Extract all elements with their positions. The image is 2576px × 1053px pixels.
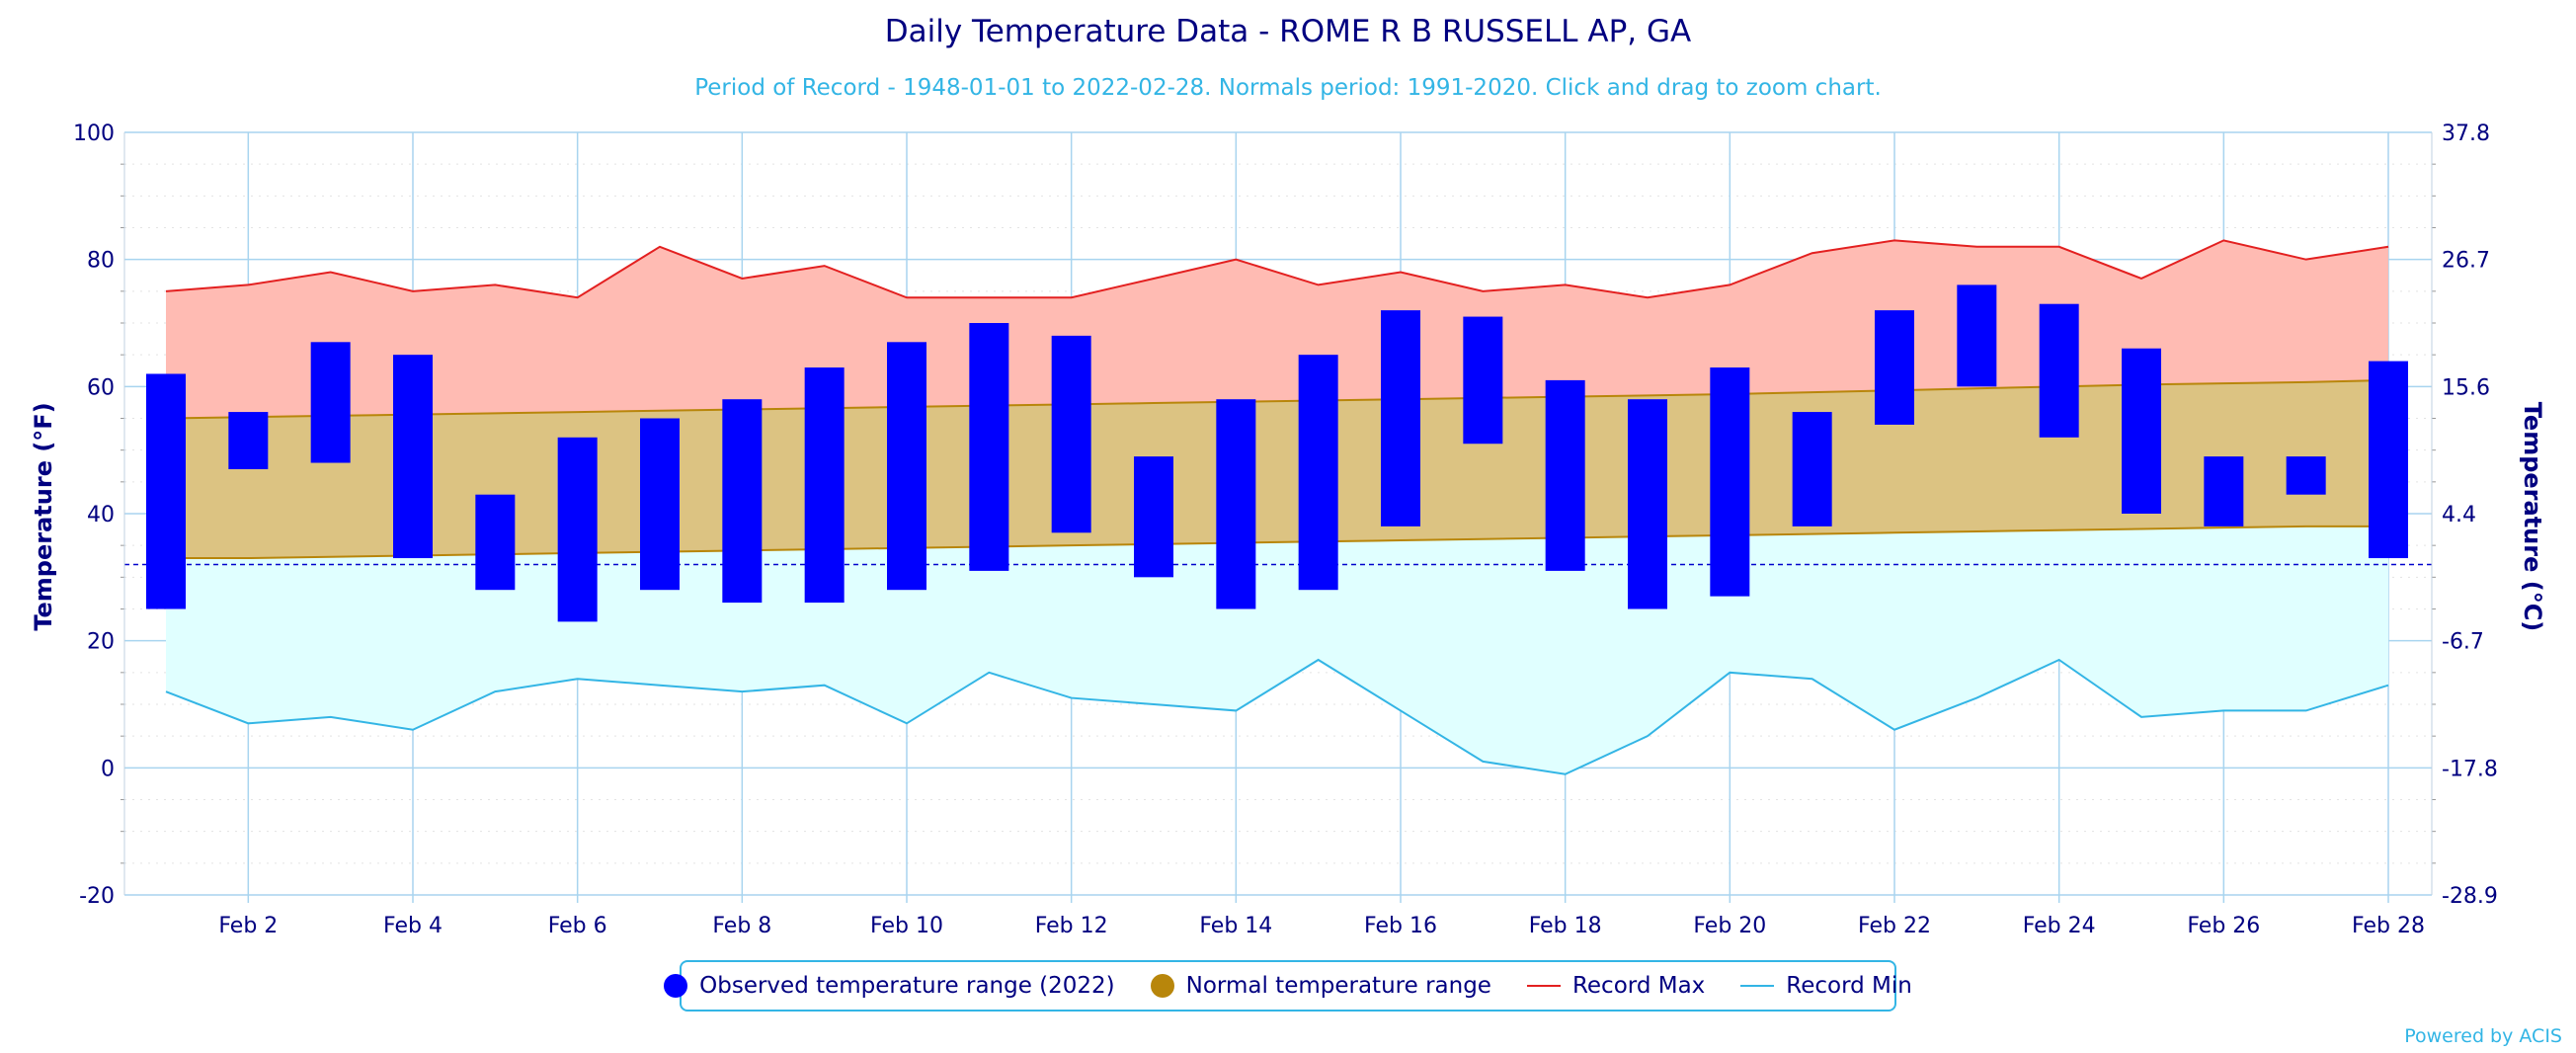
x-tick-label: Feb 18 <box>1529 914 1602 938</box>
observed-range-bar[interactable] <box>1710 367 1750 597</box>
observed-range-bar[interactable] <box>475 494 516 591</box>
record-min-band <box>166 526 2388 774</box>
x-tick-label: Feb 14 <box>1199 914 1272 938</box>
observed-range-bar[interactable] <box>1216 399 1256 609</box>
y-tick-label-right: -28.9 <box>2442 884 2498 909</box>
legend-item-observed[interactable]: Observed temperature range (2022) <box>664 973 1115 999</box>
legend-item-record-max[interactable]: Record Max <box>1526 973 1706 999</box>
legend-label-record-max: Record Max <box>1571 973 1706 999</box>
observed-range-bar[interactable] <box>2369 361 2408 559</box>
x-tick-label: Feb 2 <box>218 914 278 938</box>
record-min-line-icon <box>1740 985 1775 987</box>
observed-range-bar[interactable] <box>804 367 845 604</box>
legend-item-normal[interactable]: Normal temperature range <box>1150 973 1491 999</box>
y-tick-label-left: 100 <box>73 122 115 146</box>
powered-by-credit[interactable]: Powered by ACIS <box>2404 1025 2562 1047</box>
observed-range-bar[interactable] <box>1381 310 1420 526</box>
chart-title: Daily Temperature Data - ROME R B RUSSEL… <box>885 14 1691 49</box>
observed-range-bar[interactable] <box>1628 399 1667 609</box>
x-tick-label: Feb 26 <box>2187 914 2260 938</box>
observed-range-bar[interactable] <box>1298 355 1338 591</box>
y-tick-label-left: 20 <box>87 630 115 655</box>
x-tick-label: Feb 10 <box>870 914 943 938</box>
y-tick-label-left: 60 <box>87 375 115 400</box>
y-tick-label-right: 15.6 <box>2442 375 2490 400</box>
chart-subtitle: Period of Record - 1948-01-01 to 2022-02… <box>694 75 1882 101</box>
observed-range-bar[interactable] <box>2122 348 2161 514</box>
observed-marker-icon <box>664 974 688 998</box>
normal-marker-icon <box>1150 974 1174 998</box>
record-max-line-icon <box>1526 985 1561 987</box>
observed-range-bar[interactable] <box>310 342 351 463</box>
observed-range-bar[interactable] <box>393 355 433 559</box>
range-fills <box>166 240 2388 774</box>
x-tick-label: Feb 28 <box>2352 914 2425 938</box>
y-axis-title-right: Temperature (°C) <box>2519 402 2546 632</box>
x-tick-label: Feb 4 <box>383 914 443 938</box>
observed-range-bar[interactable] <box>1051 335 1091 533</box>
y-tick-label-right: 37.8 <box>2442 122 2490 146</box>
legend-item-record-min[interactable]: Record Min <box>1740 973 1912 999</box>
y-tick-label-right: 26.7 <box>2442 249 2490 274</box>
legend-label-normal: Normal temperature range <box>1185 973 1491 999</box>
observed-range-bar[interactable] <box>2039 303 2079 438</box>
y-tick-label-left: 40 <box>87 503 115 527</box>
observed-range-bar[interactable] <box>887 342 926 591</box>
y-tick-label-right: 4.4 <box>2442 503 2476 527</box>
legend-label-observed: Observed temperature range (2022) <box>699 973 1115 999</box>
axes: -20 -28.9 0 -17.8 20 -6.7 40 4.4 60 15.6 80 26.7 100… <box>73 122 2498 938</box>
observed-range-bar[interactable] <box>228 412 269 469</box>
x-tick-label: Feb 22 <box>1858 914 1931 938</box>
y-tick-label-left: -20 <box>79 884 115 909</box>
normal-low-line <box>166 525 2388 560</box>
y-tick-label-right: -6.7 <box>2442 630 2484 655</box>
x-tick-label: Feb 16 <box>1364 914 1437 938</box>
observed-bars[interactable] <box>146 284 2408 622</box>
observed-range-bar[interactable] <box>557 437 598 622</box>
x-tick-label: Feb 8 <box>712 914 771 938</box>
record-min-line <box>165 658 2389 775</box>
observed-range-bar[interactable] <box>1957 284 1997 387</box>
observed-range-bar[interactable] <box>2286 456 2326 495</box>
observed-range-bar[interactable] <box>969 323 1009 571</box>
observed-range-bar[interactable] <box>640 418 680 591</box>
x-tick-label: Feb 20 <box>1693 914 1766 938</box>
observed-range-bar[interactable] <box>2204 456 2244 526</box>
legend-label-record-min: Record Min <box>1786 973 1912 999</box>
observed-range-bar[interactable] <box>722 399 763 604</box>
observed-range-bar[interactable] <box>1792 412 1832 526</box>
x-tick-label: Feb 24 <box>2023 914 2096 938</box>
x-tick-label: Feb 12 <box>1035 914 1108 938</box>
observed-range-bar[interactable] <box>146 373 186 609</box>
observed-range-bar[interactable] <box>1875 310 1914 425</box>
normal-band <box>166 379 2388 559</box>
record-max-line <box>165 239 2389 299</box>
y-axis-title-left: Temperature (°F) <box>30 402 57 630</box>
observed-range-bar[interactable] <box>1134 456 1173 578</box>
legend: Observed temperature range (2022) Normal… <box>664 960 1912 1012</box>
y-tick-label-right: -17.8 <box>2442 757 2498 781</box>
normal-high-line <box>165 378 2389 420</box>
y-tick-label-left: 80 <box>87 249 115 274</box>
x-tick-label: Feb 6 <box>548 914 607 938</box>
observed-range-bar[interactable] <box>1545 379 1585 571</box>
y-tick-label-left: 0 <box>101 757 115 781</box>
record-max-band <box>166 240 2388 419</box>
observed-range-bar[interactable] <box>1463 316 1503 445</box>
